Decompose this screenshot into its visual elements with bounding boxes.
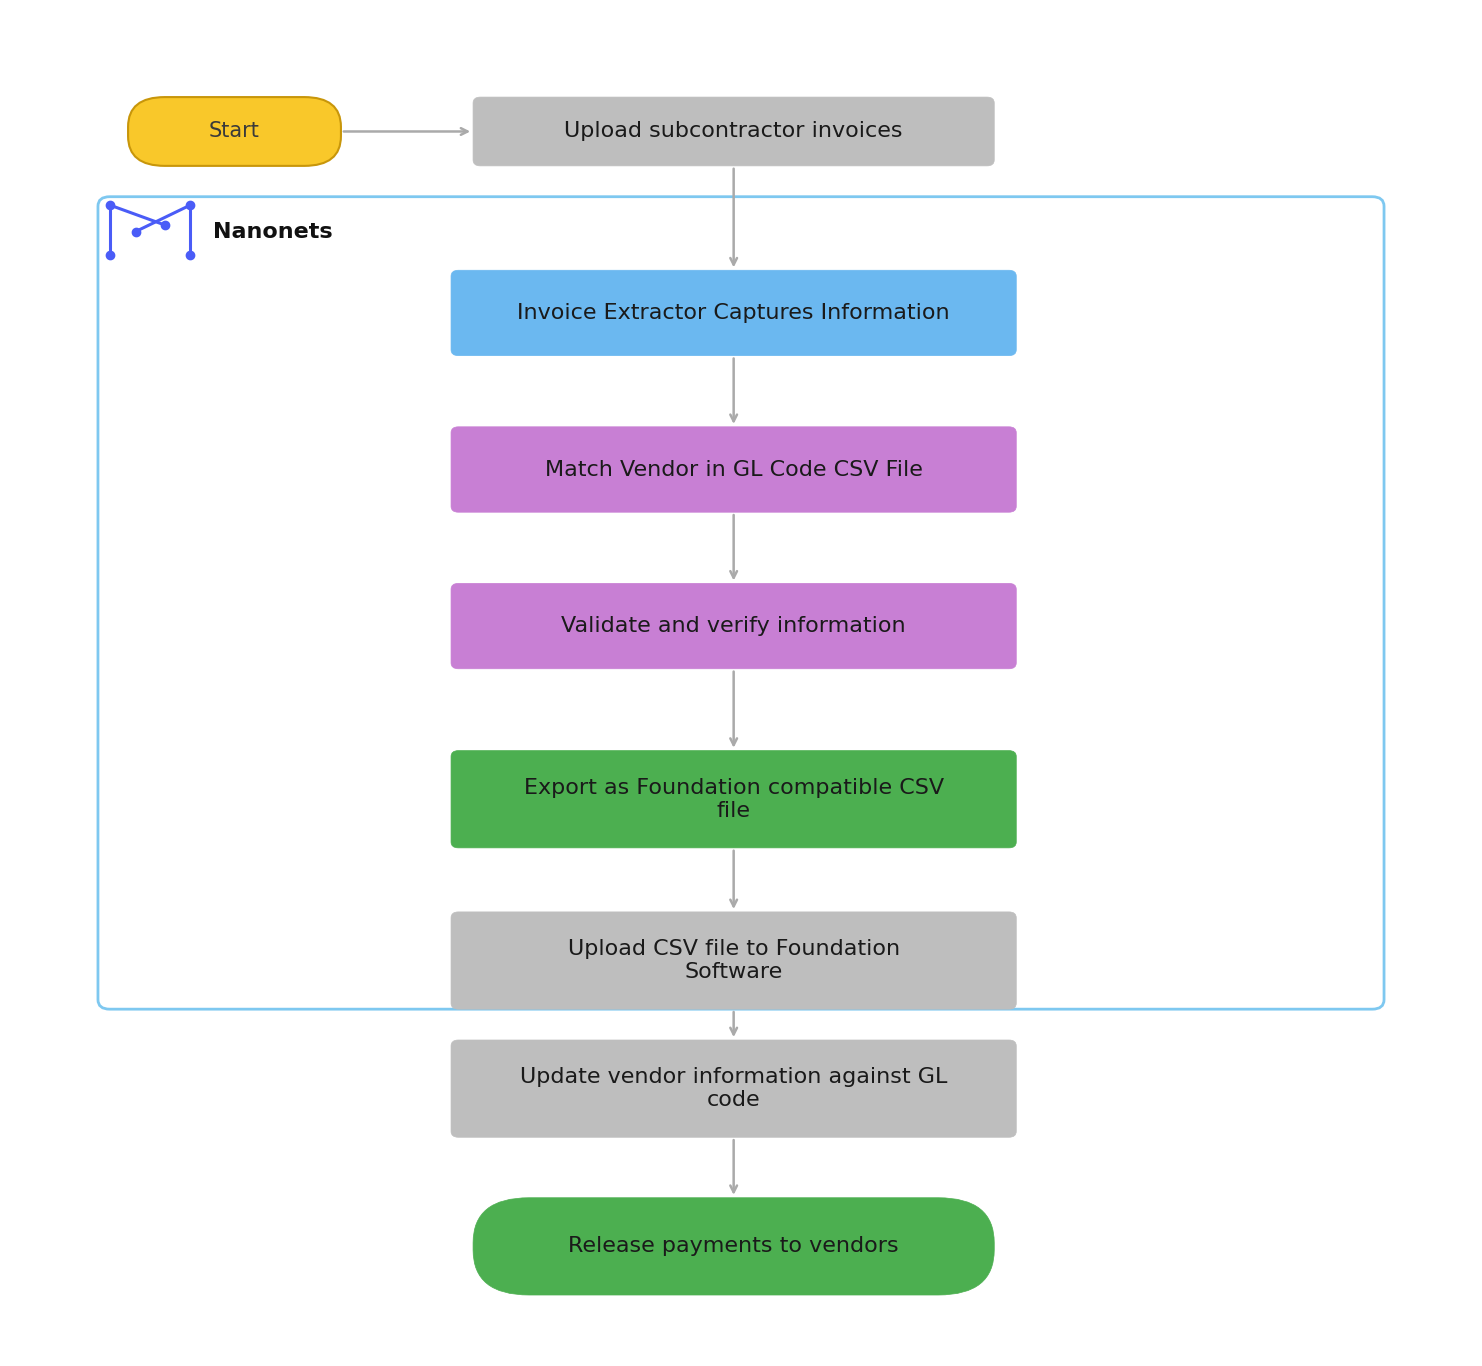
FancyBboxPatch shape (451, 583, 1017, 669)
FancyBboxPatch shape (451, 426, 1017, 512)
Text: Start: Start (209, 122, 259, 142)
Text: Nanonets: Nanonets (213, 221, 332, 242)
FancyBboxPatch shape (473, 97, 994, 165)
Text: Match Vendor in GL Code CSV File: Match Vendor in GL Code CSV File (545, 459, 923, 479)
FancyBboxPatch shape (451, 750, 1017, 848)
FancyBboxPatch shape (98, 197, 1384, 1009)
Text: Update vendor information against GL
code: Update vendor information against GL cod… (520, 1067, 947, 1111)
Text: Upload subcontractor invoices: Upload subcontractor invoices (565, 122, 903, 142)
Text: Invoice Extractor Captures Information: Invoice Extractor Captures Information (517, 303, 950, 322)
Text: Upload CSV file to Foundation
Software: Upload CSV file to Foundation Software (568, 938, 900, 982)
Text: Export as Foundation compatible CSV
file: Export as Foundation compatible CSV file (523, 777, 944, 821)
FancyBboxPatch shape (451, 912, 1017, 1009)
FancyBboxPatch shape (127, 97, 341, 165)
Text: Release payments to vendors: Release payments to vendors (568, 1236, 900, 1257)
FancyBboxPatch shape (451, 1040, 1017, 1138)
FancyBboxPatch shape (451, 270, 1017, 355)
FancyBboxPatch shape (473, 1198, 994, 1295)
Text: Validate and verify information: Validate and verify information (562, 616, 906, 637)
